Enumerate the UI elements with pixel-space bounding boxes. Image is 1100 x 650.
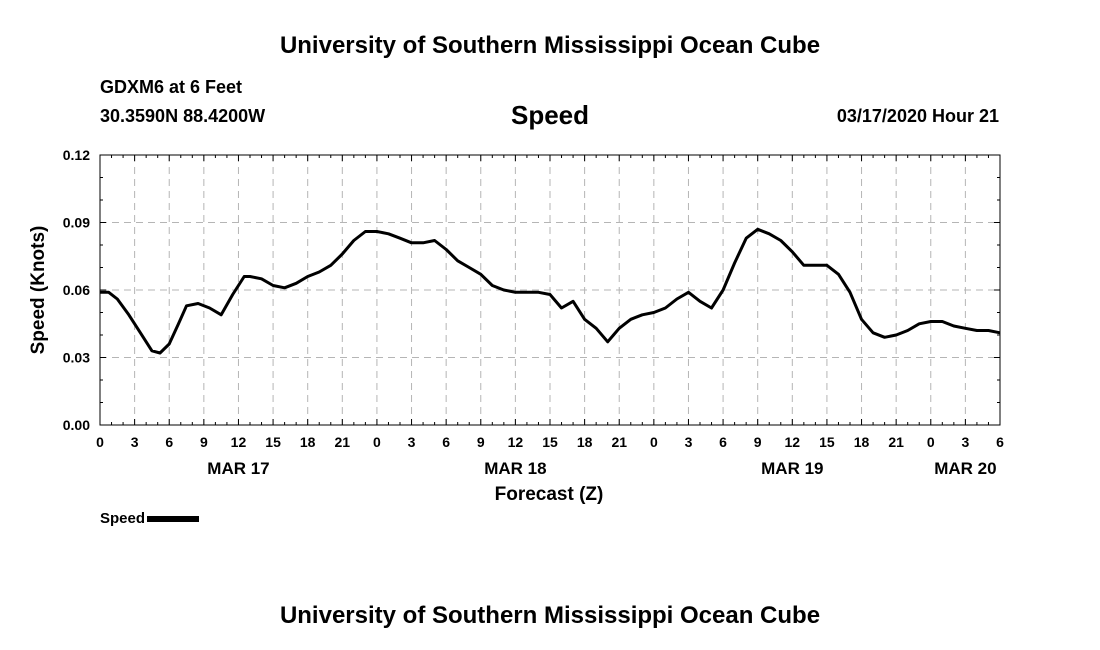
datetime-label: 03/17/2020 Hour 21 [836, 106, 999, 126]
legend-label: Speed [100, 510, 146, 527]
x-tick-label: 18 [577, 434, 593, 450]
x-tick-label: 9 [477, 434, 485, 450]
y-tick-label: 0.06 [63, 282, 90, 298]
chart-title: Speed [510, 100, 590, 130]
x-tick-label: 0 [927, 434, 935, 450]
x-tick-label: 21 [888, 434, 904, 450]
axis-labels: 0 3 6 9 12 15 18 21 0 3 6 9 12 15 18 21 0 3 6 9 12 15 18 21 0 3 6 0… [63, 147, 1004, 478]
y-tick-label: 0.12 [63, 147, 90, 163]
y-axis-label: Speed (Knots) [28, 226, 49, 355]
date-label: MAR 19 [761, 459, 823, 478]
date-label: MAR 20 [934, 459, 996, 478]
station-label: GDXM6 at 6 Feet [100, 77, 243, 97]
speed-series-line [100, 227, 1001, 355]
date-label: MAR 17 [207, 459, 269, 478]
axis-ticks [99, 154, 1001, 426]
x-tick-label: 21 [611, 434, 627, 450]
x-tick-label: 3 [685, 434, 693, 450]
legend: Speed [100, 510, 200, 527]
x-tick-label: 0 [650, 434, 658, 450]
x-tick-label: 6 [996, 434, 1004, 450]
y-tick-label: 0.03 [63, 350, 90, 366]
top-title: University of Southern Mississippi Ocean… [279, 32, 821, 59]
x-tick-label: 3 [408, 434, 416, 450]
x-tick-label: 3 [131, 434, 139, 450]
legend-line-swatch [147, 516, 200, 523]
x-tick-label: 0 [96, 434, 104, 450]
x-tick-label: 9 [754, 434, 762, 450]
coordinates-label: 30.3590N 88.4200W [100, 106, 266, 126]
x-tick-label: 15 [265, 434, 281, 450]
x-tick-label: 21 [335, 434, 351, 450]
x-tick-label: 6 [442, 434, 450, 450]
x-axis-label: Forecast (Z) [495, 484, 604, 505]
y-tick-label: 0.09 [63, 215, 90, 231]
x-tick-label: 9 [200, 434, 208, 450]
grid [100, 155, 1000, 425]
x-tick-label: 15 [542, 434, 558, 450]
date-label: MAR 18 [484, 459, 546, 478]
bottom-title: University of Southern Mississippi Ocean… [279, 602, 821, 629]
x-tick-label: 12 [508, 434, 524, 450]
x-tick-label: 18 [854, 434, 870, 450]
x-tick-label: 12 [785, 434, 801, 450]
x-tick-label: 12 [231, 434, 247, 450]
x-tick-label: 3 [961, 434, 969, 450]
y-tick-label: 0.00 [63, 417, 90, 433]
x-tick-label: 15 [819, 434, 835, 450]
x-tick-label: 0 [373, 434, 381, 450]
x-tick-label: 6 [719, 434, 727, 450]
x-tick-label: 18 [300, 434, 316, 450]
x-tick-label: 6 [165, 434, 173, 450]
